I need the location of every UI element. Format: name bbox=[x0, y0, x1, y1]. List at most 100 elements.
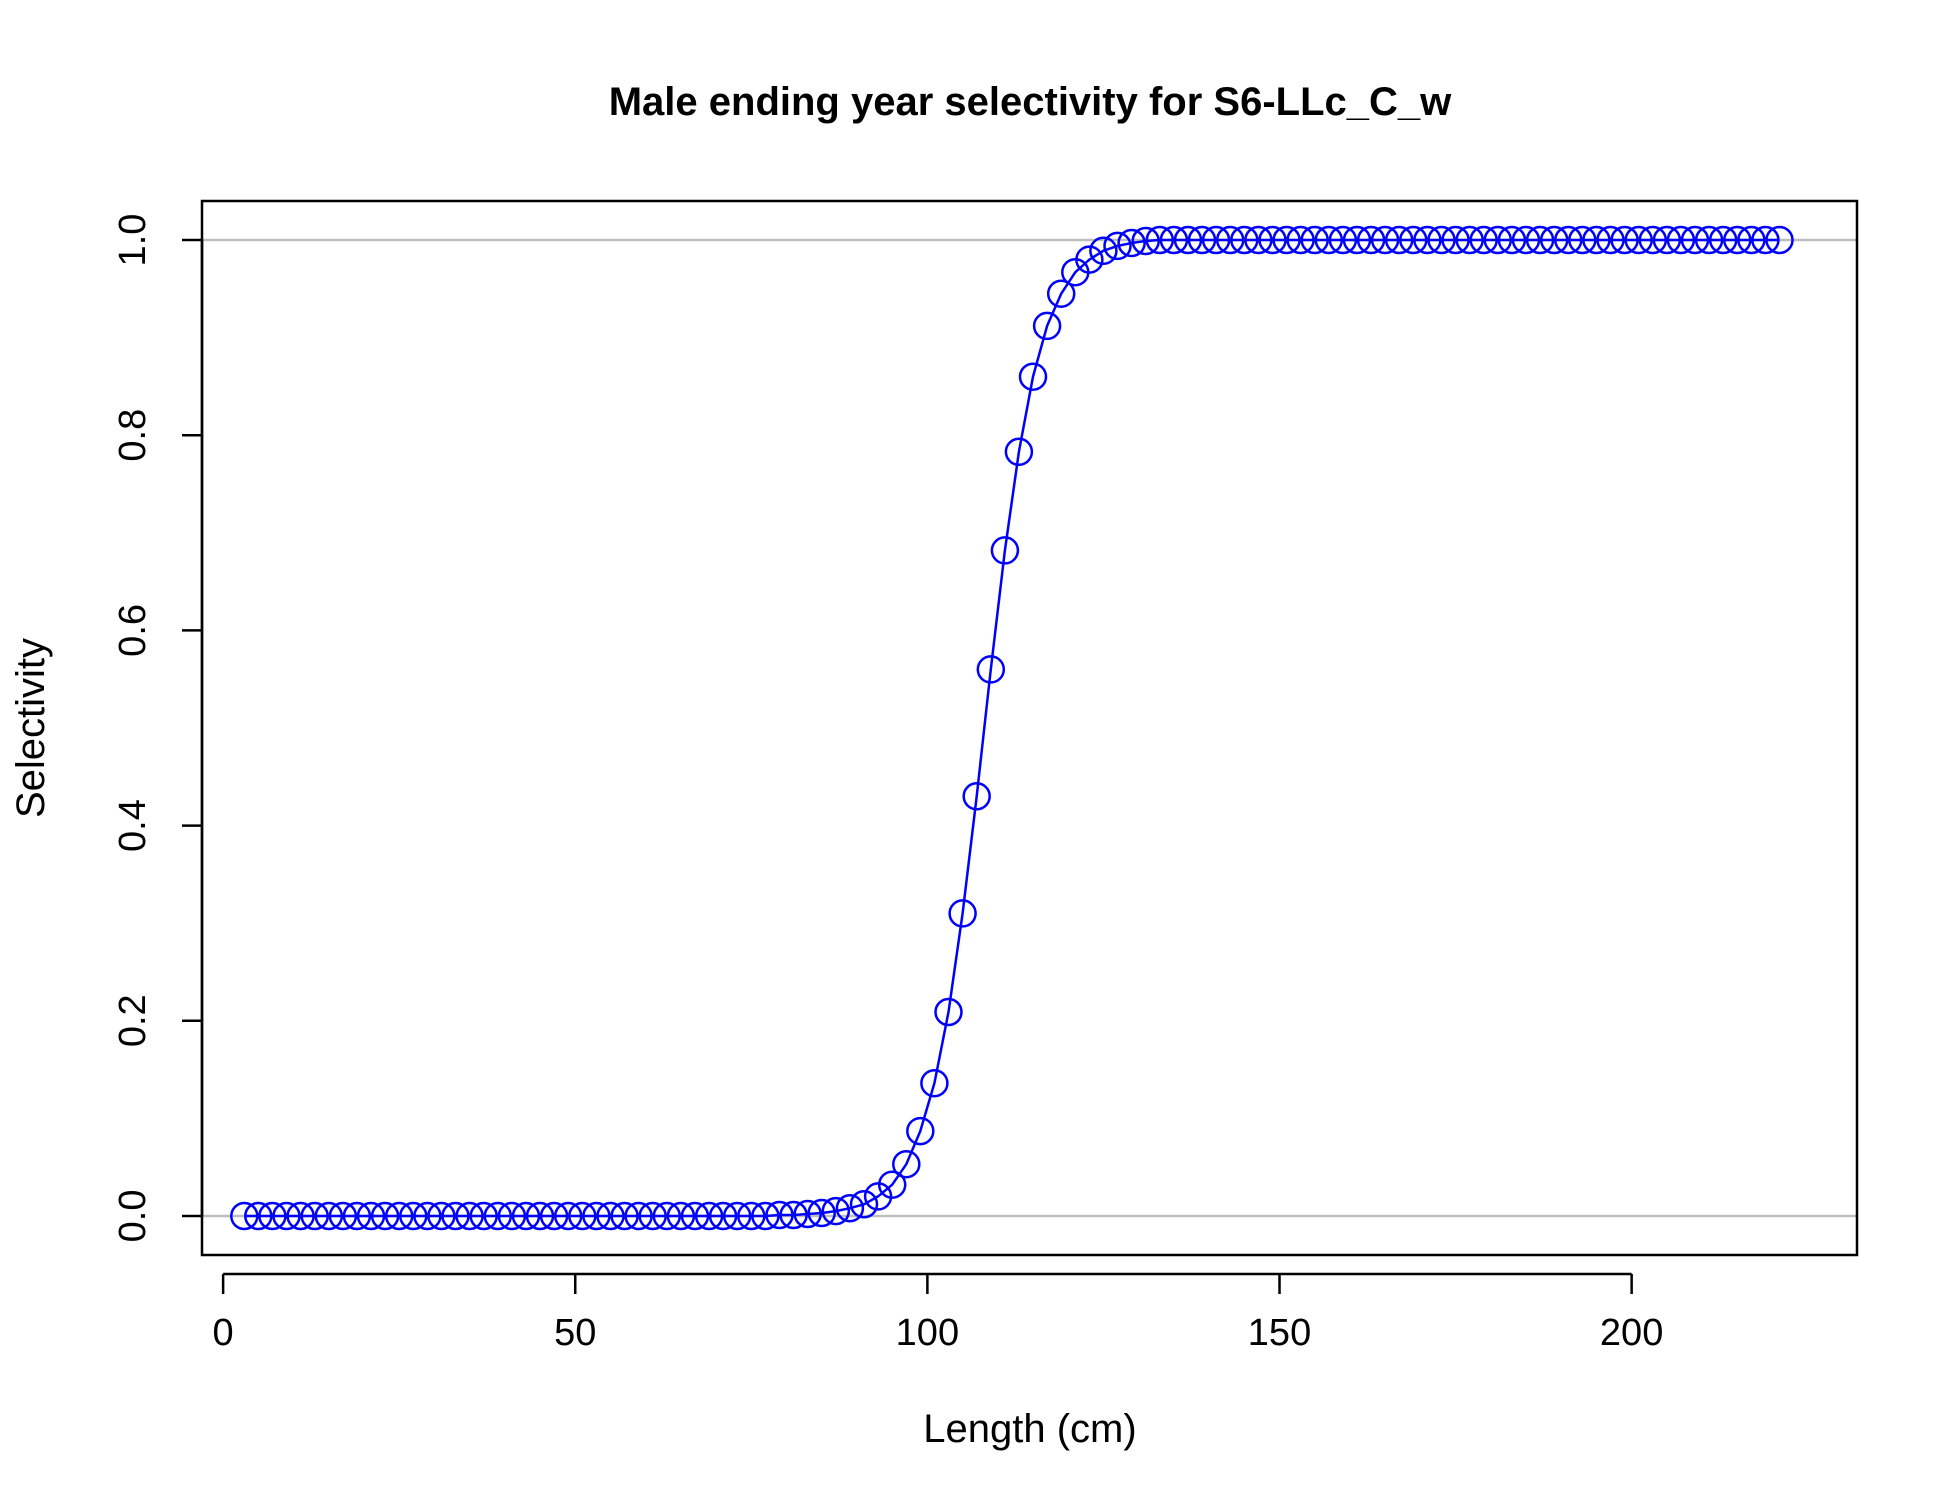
data-point bbox=[1765, 225, 1794, 255]
data-point bbox=[286, 1201, 315, 1231]
data-point bbox=[1511, 225, 1541, 255]
y-tick-label: 0.2 bbox=[112, 994, 154, 1047]
chart-title: Male ending year selectivity for S6-LLc_… bbox=[609, 80, 1452, 124]
data-point bbox=[1539, 225, 1569, 255]
data-point bbox=[539, 1201, 569, 1231]
data-point bbox=[1638, 225, 1668, 255]
data-point bbox=[582, 1201, 611, 1231]
data-point bbox=[1300, 225, 1329, 255]
data-point bbox=[976, 655, 1006, 684]
reference-lines bbox=[202, 238, 1857, 1218]
x-axis-label: Length (cm) bbox=[923, 1407, 1136, 1451]
y-tick-label: 0.4 bbox=[112, 799, 154, 852]
data-point bbox=[469, 1201, 498, 1231]
x-tick-label: 0 bbox=[213, 1312, 234, 1354]
data-point bbox=[1201, 225, 1231, 255]
data-point bbox=[1399, 225, 1428, 255]
data-point bbox=[1568, 225, 1597, 255]
data-point bbox=[1215, 225, 1245, 255]
x-tick-label: 100 bbox=[896, 1312, 959, 1354]
data-point bbox=[497, 1201, 527, 1231]
x-tick-label: 200 bbox=[1600, 1312, 1663, 1354]
data-point bbox=[1497, 225, 1527, 255]
data-point bbox=[596, 1201, 625, 1231]
data-point bbox=[1610, 225, 1639, 255]
data-point bbox=[708, 1201, 738, 1231]
data-point bbox=[230, 1201, 259, 1231]
data-point bbox=[835, 1193, 865, 1223]
data-point bbox=[694, 1201, 724, 1231]
data-point bbox=[314, 1201, 344, 1231]
y-tick-label: 0.6 bbox=[112, 604, 154, 657]
data-point bbox=[1427, 225, 1456, 255]
data-point bbox=[568, 1201, 597, 1231]
data-point bbox=[384, 1201, 414, 1231]
data-point bbox=[666, 1201, 696, 1231]
data-point bbox=[1159, 225, 1189, 255]
data-point bbox=[399, 1201, 428, 1231]
data-point bbox=[920, 1068, 949, 1098]
data-point bbox=[1356, 225, 1386, 255]
data-point bbox=[624, 1201, 653, 1231]
x-tick-label: 150 bbox=[1248, 1312, 1311, 1354]
data-point bbox=[342, 1201, 372, 1231]
data-point bbox=[455, 1201, 484, 1231]
data-point bbox=[751, 1201, 780, 1231]
data-point bbox=[1708, 225, 1738, 255]
data-point bbox=[1328, 225, 1358, 255]
data-point bbox=[1117, 228, 1146, 258]
data-point bbox=[934, 997, 963, 1027]
data-point bbox=[511, 1201, 541, 1231]
data-point bbox=[1525, 225, 1555, 255]
data-point bbox=[737, 1201, 766, 1231]
data-point bbox=[1286, 225, 1315, 255]
data-point bbox=[948, 899, 977, 928]
y-axis-label: Selectivity bbox=[9, 638, 53, 818]
x-axis: 0 50 100 150 200 bbox=[213, 1272, 1663, 1354]
data-point bbox=[1680, 225, 1710, 255]
data-point bbox=[370, 1201, 400, 1231]
data-point bbox=[990, 536, 1020, 565]
series-layer bbox=[230, 225, 1794, 1231]
data-point bbox=[244, 1201, 273, 1231]
x-tick-label: 50 bbox=[554, 1312, 596, 1354]
data-point bbox=[877, 1170, 907, 1199]
data-point bbox=[652, 1201, 682, 1231]
data-point bbox=[1652, 225, 1682, 255]
data-point bbox=[1342, 225, 1372, 255]
data-point bbox=[1666, 225, 1696, 255]
data-point bbox=[1469, 225, 1498, 255]
plot-frame bbox=[200, 199, 1859, 1257]
data-point bbox=[1089, 236, 1118, 266]
data-point bbox=[1004, 437, 1034, 467]
data-point bbox=[413, 1201, 442, 1231]
data-point bbox=[1582, 225, 1611, 255]
data-point bbox=[892, 1149, 921, 1179]
data-point bbox=[328, 1201, 358, 1231]
data-point bbox=[779, 1200, 808, 1230]
data-point bbox=[1131, 226, 1160, 256]
data-point bbox=[1483, 225, 1513, 255]
data-point bbox=[1554, 225, 1583, 255]
data-point bbox=[483, 1201, 513, 1231]
data-point bbox=[1258, 225, 1287, 255]
data-point bbox=[258, 1201, 287, 1231]
data-point bbox=[1075, 245, 1104, 274]
data-point bbox=[1723, 225, 1752, 255]
data-point bbox=[1103, 231, 1132, 261]
data-point bbox=[1455, 225, 1484, 255]
data-point bbox=[1032, 311, 1062, 341]
data-point bbox=[1384, 225, 1414, 255]
data-point bbox=[807, 1198, 836, 1228]
data-point bbox=[272, 1201, 301, 1231]
data-point bbox=[680, 1201, 710, 1231]
data-point bbox=[553, 1201, 583, 1231]
data-point bbox=[906, 1116, 935, 1146]
data-point bbox=[1314, 225, 1344, 255]
data-point bbox=[356, 1201, 386, 1231]
data-point bbox=[821, 1196, 851, 1226]
data-point bbox=[1046, 279, 1076, 308]
data-point bbox=[722, 1201, 752, 1231]
y-tick-label: 0.0 bbox=[112, 1190, 154, 1243]
